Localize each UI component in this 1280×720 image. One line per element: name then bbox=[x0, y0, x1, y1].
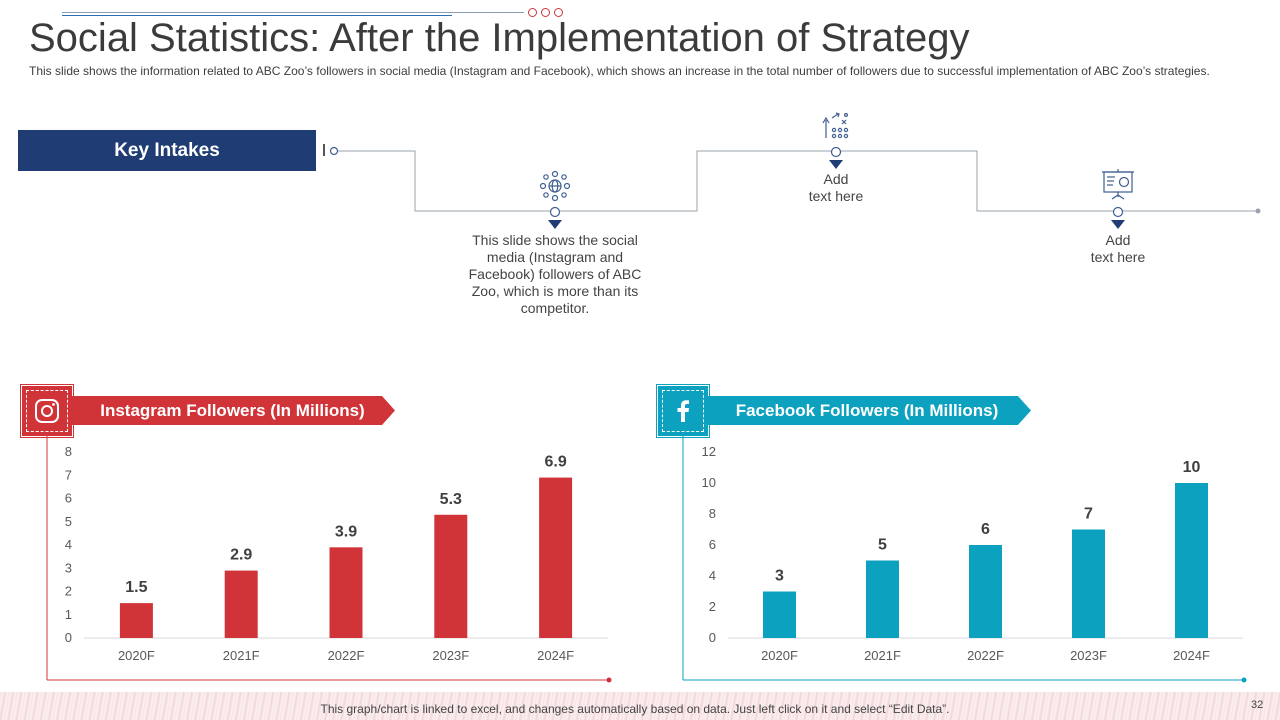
instagram-bar bbox=[119, 603, 153, 638]
facebook-value-label: 3 bbox=[775, 568, 784, 585]
facebook-y-tick: 4 bbox=[709, 568, 716, 583]
facebook-banner-label: Facebook Followers (In Millions) bbox=[735, 400, 999, 420]
key-intake-text-1: This slide shows the social media (Insta… bbox=[468, 232, 642, 316]
facebook-y-tick: 12 bbox=[702, 444, 716, 459]
facebook-y-tick: 8 bbox=[709, 506, 716, 521]
globe-network-icon bbox=[539, 170, 571, 202]
footer-decoration bbox=[0, 692, 1280, 720]
facebook-banner: Facebook Followers (In Millions) bbox=[703, 396, 1031, 425]
instagram-x-tick: 2021F bbox=[223, 648, 260, 663]
key-intakes-label: Key Intakes bbox=[114, 139, 220, 161]
instagram-x-tick: 2024F bbox=[537, 648, 574, 663]
facebook-y-tick: 0 bbox=[709, 630, 716, 645]
instagram-y-tick: 1 bbox=[65, 607, 72, 622]
header-rule bbox=[62, 12, 524, 13]
instagram-y-tick: 4 bbox=[65, 537, 72, 552]
header-dot bbox=[528, 8, 537, 17]
facebook-value-label: 6 bbox=[981, 521, 990, 538]
facebook-y-tick: 2 bbox=[709, 599, 716, 614]
facebook-x-tick: 2023F bbox=[1070, 648, 1107, 663]
facebook-bar bbox=[1072, 529, 1105, 638]
facebook-y-tick: 6 bbox=[709, 537, 716, 552]
instagram-value-label: 6.9 bbox=[544, 454, 566, 471]
facebook-value-label: 10 bbox=[1183, 459, 1201, 476]
instagram-value-label: 1.5 bbox=[125, 579, 147, 596]
timeline-marker-3 bbox=[1111, 206, 1125, 229]
header-rule-accent bbox=[62, 15, 452, 16]
instagram-chart: 0 1 2 3 4 5 6 7 8 1.5 2020F 2.9 2021F 3.9 2022F 5.3 2023… bbox=[46, 436, 612, 683]
instagram-y-tick: 7 bbox=[65, 467, 72, 482]
instagram-bar bbox=[329, 547, 363, 638]
instagram-x-tick: 2023F bbox=[432, 648, 469, 663]
facebook-bar bbox=[866, 560, 899, 638]
key-intakes-box: Key Intakes bbox=[18, 130, 316, 171]
facebook-icon bbox=[677, 400, 689, 422]
instagram-y-tick: 0 bbox=[65, 630, 72, 645]
instagram-x-tick: 2020F bbox=[118, 648, 155, 663]
instagram-frame-dot bbox=[606, 677, 612, 683]
instagram-badge bbox=[20, 384, 74, 438]
header-dot bbox=[554, 8, 563, 17]
facebook-value-label: 7 bbox=[1084, 506, 1093, 523]
instagram-y-tick: 3 bbox=[65, 560, 72, 575]
instagram-icon bbox=[35, 399, 59, 423]
key-intake-text-3: Add text here bbox=[1090, 232, 1146, 265]
facebook-x-tick: 2024F bbox=[1173, 648, 1210, 663]
facebook-bar bbox=[969, 545, 1002, 638]
timeline bbox=[323, 112, 1261, 229]
instagram-bar bbox=[539, 477, 573, 638]
instagram-bar bbox=[434, 514, 468, 638]
facebook-value-label: 5 bbox=[878, 537, 887, 554]
timeline-marker-2 bbox=[829, 146, 843, 169]
facebook-y-tick: 10 bbox=[702, 475, 716, 490]
instagram-y-tick: 2 bbox=[65, 584, 72, 599]
instagram-banner-label: Instagram Followers (In Millions) bbox=[100, 400, 365, 420]
facebook-bar bbox=[763, 591, 796, 638]
presentation-board-icon bbox=[1102, 169, 1134, 200]
page-number: 32 bbox=[1251, 699, 1264, 711]
instagram-banner: Instagram Followers (In Millions) bbox=[70, 396, 395, 425]
instagram-value-label: 5.3 bbox=[440, 491, 462, 508]
instagram-y-tick: 5 bbox=[65, 514, 72, 529]
footer-note: This graph/chart is linked to excel, and… bbox=[320, 702, 950, 716]
facebook-x-tick: 2020F bbox=[761, 648, 798, 663]
facebook-bar bbox=[1175, 483, 1208, 638]
timeline-marker-1 bbox=[548, 206, 562, 229]
facebook-x-tick: 2021F bbox=[864, 648, 901, 663]
instagram-y-tick: 6 bbox=[65, 491, 72, 506]
facebook-x-tick: 2022F bbox=[967, 648, 1004, 663]
header-dot bbox=[541, 8, 550, 17]
instagram-x-tick: 2022F bbox=[328, 648, 365, 663]
page-title: Social Statistics: After the Implementat… bbox=[29, 16, 970, 60]
instagram-value-label: 2.9 bbox=[230, 547, 252, 564]
instagram-value-label: 3.9 bbox=[335, 523, 357, 540]
facebook-chart: 0 2 4 6 8 10 12 3 2020F 5 2021F 6 2022F 7 2023F 10 2024F bbox=[682, 436, 1247, 683]
instagram-bar bbox=[224, 570, 258, 638]
page-subtitle: This slide shows the information related… bbox=[29, 64, 1210, 78]
facebook-badge bbox=[656, 384, 710, 438]
instagram-y-tick: 8 bbox=[65, 444, 72, 459]
key-intake-text-2: Add text here bbox=[808, 171, 864, 204]
facebook-frame-dot bbox=[1241, 677, 1247, 683]
strategy-icon bbox=[822, 112, 849, 139]
